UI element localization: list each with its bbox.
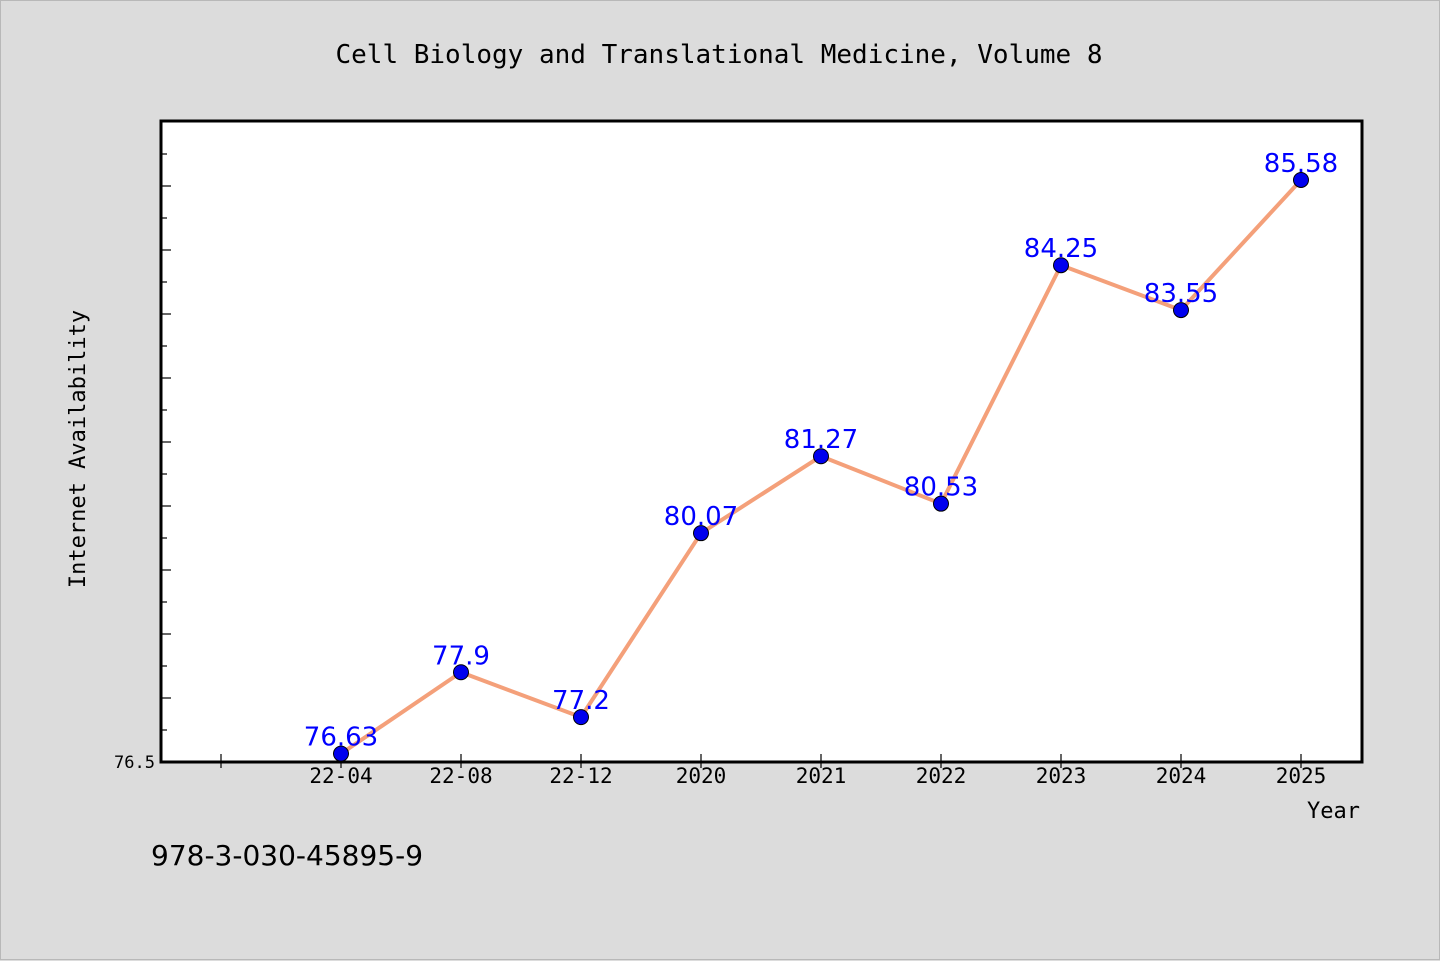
data-point [1053, 257, 1069, 274]
x-tick-labels: 22-04 22-08 22-12 2020 2021 2022 2023 2024 2025 [309, 764, 1326, 788]
data-point [1173, 302, 1189, 319]
data-point [933, 495, 949, 512]
x-tick-label: 22-04 [309, 764, 372, 788]
isbn-footer: 978-3-030-45895-9 [151, 839, 423, 872]
data-point [1293, 171, 1309, 188]
y-minor-ticks [161, 153, 171, 763]
series-layer: 76.6377.977.280.0781.2780.5384.2583.5585… [304, 149, 1338, 762]
x-tick-label: 2024 [1156, 764, 1207, 788]
data-point [693, 525, 709, 542]
y-axis-label: Internet Availability [66, 310, 91, 588]
x-axis-label: Year [1307, 799, 1360, 824]
data-point [813, 448, 829, 465]
chart-title: Cell Biology and Translational Medicine,… [335, 40, 1102, 70]
y-tick-label: 76.5 [114, 753, 155, 773]
data-point [333, 745, 349, 762]
x-tick-label: 22-08 [429, 764, 492, 788]
data-point [453, 664, 469, 681]
x-tick-label: 2020 [676, 764, 727, 788]
x-tick-label: 2021 [796, 764, 847, 788]
x-tick-label: 22-12 [549, 764, 612, 788]
x-tick-label: 2023 [1036, 764, 1087, 788]
plot-area [159, 119, 1364, 764]
data-point [573, 709, 589, 726]
x-tick-label: 2025 [1276, 764, 1327, 788]
x-tick-label: 2022 [916, 764, 967, 788]
